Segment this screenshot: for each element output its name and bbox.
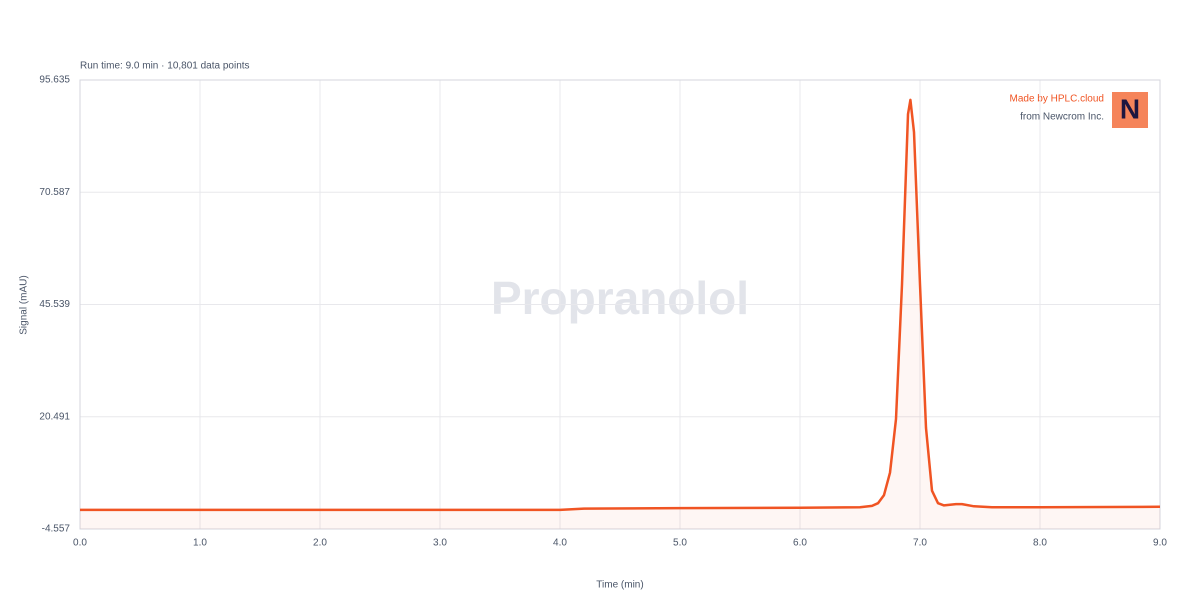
x-tick-label: 0.0	[73, 538, 87, 549]
logo: N	[1120, 93, 1140, 124]
subtitle: Run time: 9.0 min · 10,801 data points	[80, 61, 250, 72]
x-tick-label: 9.0	[1153, 538, 1167, 549]
x-tick-label: 8.0	[1033, 538, 1047, 549]
x-tick-label: 1.0	[193, 538, 207, 549]
x-tick-label: 5.0	[673, 538, 687, 549]
logo-box	[1112, 92, 1148, 128]
brand-line: Made by HPLC.cloud	[1010, 94, 1105, 105]
line	[80, 98, 1161, 512]
y-axis-label: Signal (mAU)	[19, 275, 30, 334]
watermark: Propranolol	[491, 272, 749, 324]
y-tick-label: -4.557	[42, 524, 71, 535]
x-tick-label: 6.0	[793, 538, 807, 549]
x-tick-label: 7.0	[913, 538, 927, 549]
x-tick-label: 2.0	[313, 538, 327, 549]
x-axis-label: Time (min)	[596, 580, 643, 591]
y-tick-label: 45.539	[39, 299, 70, 310]
x-tick-label: 3.0	[433, 538, 447, 549]
x-tick-label: 4.0	[553, 538, 567, 549]
y-tick-label: 95.635	[39, 75, 70, 86]
brand-line: from Newcrom Inc.	[1020, 112, 1104, 123]
y-tick-label: 20.491	[39, 411, 70, 422]
y-tick-label: 70.587	[39, 187, 70, 198]
plot-border	[79, 79, 1161, 530]
